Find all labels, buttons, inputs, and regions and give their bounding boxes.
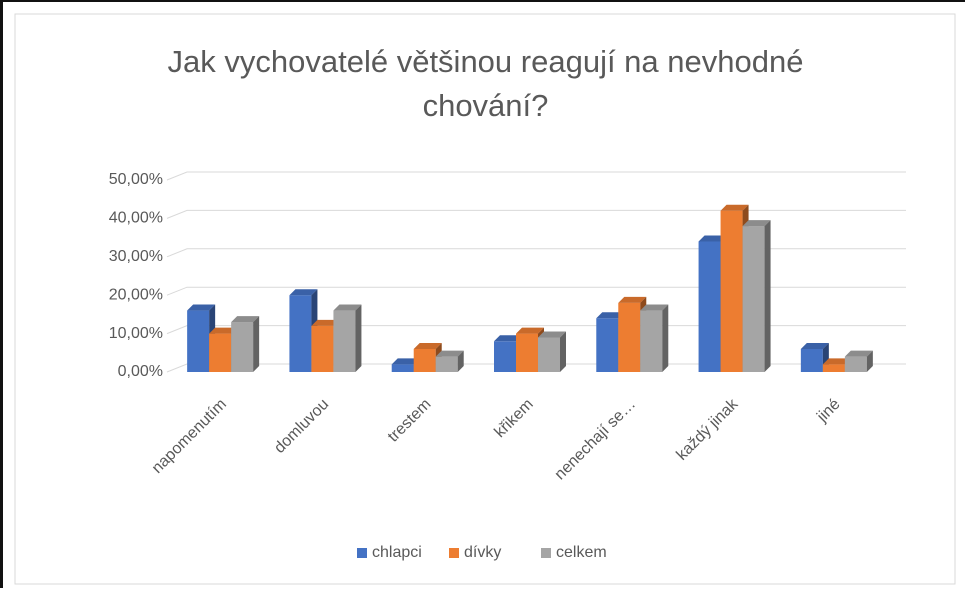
y-tick-label: 40,00% [109,210,163,227]
bar-front [596,318,619,372]
bar [844,350,873,372]
bar-front [516,333,538,372]
bar-top [187,304,216,311]
bar [231,316,260,372]
bar-front [413,348,436,372]
y-tick-label: 50,00% [109,171,163,188]
bar-top [516,327,544,334]
legend-label: celkem [556,544,607,561]
legend-swatch [449,548,459,558]
x-tick-label: domluvou [271,396,332,457]
bar-side [355,304,362,372]
bar-front [311,325,334,372]
bar-front [640,310,663,372]
chart-border [14,13,956,585]
bar [538,331,566,372]
bar-front [289,295,312,372]
y-tick-label: 30,00% [109,248,163,265]
x-tick-label: trestem [385,396,435,446]
legend-swatch [541,548,551,558]
bar [333,304,362,372]
x-tick-label: nenechají se… [552,396,640,484]
bar-top [391,358,420,365]
bar-front [822,364,845,372]
bar-top [413,342,442,349]
grid-line [166,248,906,258]
bar-top [333,304,362,311]
bar-top [289,289,318,296]
x-tick-label: jiné [813,396,843,426]
bar-top [742,220,771,227]
bar-top [209,327,238,334]
bar-top [822,358,851,365]
bar-top [640,304,669,311]
bar-front [187,310,210,372]
bar-top [800,342,829,349]
bar-side [560,331,566,372]
bar-front [391,364,414,372]
y-tick-label: 0,00% [118,363,163,380]
bar-front [209,333,232,372]
bar-top [618,296,647,303]
bar-side [457,350,464,372]
chart-title: Jak vychovatelé většinou reagují na nevh… [167,44,804,123]
bar-top [538,331,566,338]
bar-top [698,235,727,242]
bar-front [742,226,765,372]
x-tick-label: napomenutím [149,396,230,477]
y-tick-label: 20,00% [109,286,163,303]
bar-front [844,356,867,372]
x-tick-label: každý jinak [673,395,742,464]
legend-label: dívky [464,544,501,561]
bar-top [720,204,749,211]
bar-front [435,356,458,372]
bar-top [494,335,522,342]
bar-top [844,350,873,357]
bar-front [720,210,743,372]
bar-front [333,310,356,372]
bar [742,220,771,372]
bar-front [538,337,560,372]
bar-front [494,341,516,372]
bar-side [662,304,669,372]
bar-front [800,348,823,372]
grid-line [166,209,906,219]
grid-line [166,171,906,181]
legend-swatch [357,548,367,558]
bar [640,304,669,372]
bar-top [311,319,340,326]
bar-front [231,322,254,372]
bar-top [435,350,464,357]
bar [435,350,464,372]
bar-side [253,316,260,372]
grid-line [166,286,906,296]
x-tick-label: křikem [491,396,536,441]
bar-front [698,241,721,372]
bar-top [231,316,260,323]
bar-top [596,312,625,319]
y-tick-label: 10,00% [109,325,163,342]
bar-side [764,220,771,372]
chart: 0,00% 10,00% 20,00% 30,00% 40,00% 50,00% napom… [14,13,956,585]
legend-label: chlapci [372,544,422,561]
bar-side [866,350,873,372]
bar-front [618,302,641,372]
